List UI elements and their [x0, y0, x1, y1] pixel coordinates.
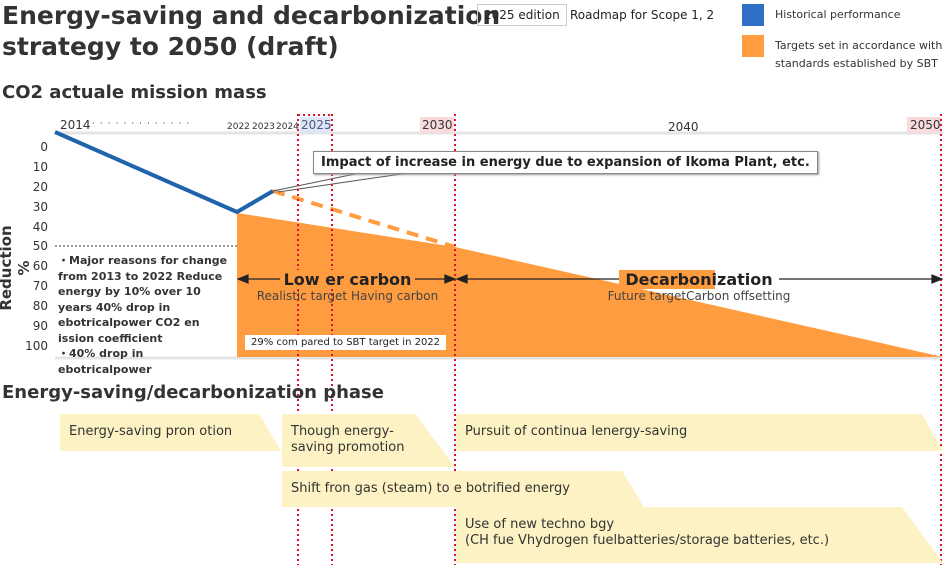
phase-arrows	[236, 274, 944, 284]
y-tick: 90	[32, 319, 48, 333]
phases-heading: Energy-saving/decarbonization phase	[2, 382, 384, 403]
legend-historical-label: Historical performance	[775, 8, 901, 21]
callout-leader	[272, 173, 356, 192]
x-label-2030: 2030	[422, 118, 453, 132]
label-bg-2030	[420, 117, 454, 133]
x-label-2024: 2024	[276, 122, 299, 132]
x-label-2050: 2050	[910, 118, 941, 132]
phase-decarbonization: Decarbonization Future targetCarbon offs…	[457, 270, 941, 303]
change-notes: ・Major reasons for change from 2013 to 2…	[58, 253, 238, 377]
callout-leader-2	[277, 172, 409, 193]
title-line-2: strategy to 2050 (draft)	[2, 32, 339, 61]
phase-box-continual: Pursuit of continua lenergy-saving	[456, 414, 943, 451]
phase-text: Shift fron gas (steam) to e botrified en…	[291, 481, 570, 496]
phase-title: Low er carbon	[279, 270, 416, 289]
note: ・Major reasons for change from 2013 to 2…	[58, 254, 228, 345]
historical-line	[54, 130, 275, 215]
y-tick: 10	[32, 160, 48, 174]
page-title: Energy-saving and decarbonization strate…	[2, 0, 500, 62]
y-tick: 20	[32, 180, 48, 194]
phase-text: Pursuit of continua lenergy-saving	[465, 424, 688, 439]
x-label-2040: 2040	[668, 120, 699, 134]
y-tick: 100	[25, 339, 48, 353]
y-tick: 0	[40, 140, 48, 154]
phase-lower-carbon: Low er carbon Realistic target Having ca…	[240, 270, 455, 303]
callout-ikoma: Impact of increase in energy due to expa…	[313, 151, 818, 174]
y-tick: 30	[32, 200, 48, 214]
note: ・40% drop in ebotricalpower	[58, 347, 152, 376]
label-bg-2025	[300, 117, 331, 133]
x-label-2023: 2023	[252, 122, 275, 132]
legend-targets-line2: standards established by SBT	[775, 57, 938, 70]
y-tick: 50	[32, 239, 48, 253]
y-tick: 70	[32, 279, 48, 293]
x-label-2022: 2022	[227, 122, 250, 132]
legend-historical-swatch	[742, 4, 764, 26]
edition-badge: 2025 edition	[477, 4, 567, 26]
phase-text: Energy-saving pron otion	[69, 424, 233, 439]
phase-text: Though energy- saving promotion	[291, 424, 405, 455]
target-area	[237, 213, 943, 357]
x-label-2025: 2025	[301, 118, 332, 132]
phase-subtitle: Future targetCarbon offsetting	[607, 289, 791, 303]
legend-targets-line1: Targets set in accordance with	[775, 39, 943, 52]
label-bg-2050	[907, 117, 941, 133]
y-tick: 60	[32, 259, 48, 273]
title-line-1: Energy-saving and decarbonization	[2, 1, 501, 30]
chart-heading: CO2 actuale mission mass	[2, 82, 267, 103]
sbt-note: 29% com pared to SBT target in 2022	[245, 335, 447, 350]
legend-targets-label: Targets set in accordance with standards…	[775, 37, 942, 73]
phase-title: Decarbonization	[619, 270, 779, 289]
projected-dashed-line	[272, 189, 456, 249]
phase-box-electrification: Shift fron gas (steam) to e botrified en…	[282, 471, 644, 507]
x-dots: ·············	[92, 119, 195, 129]
y-tick: 40	[32, 220, 48, 234]
legend-targets-swatch	[742, 35, 764, 57]
scope-label: Roadmap for Scope 1, 2	[570, 8, 715, 22]
y-tick: 80	[32, 299, 48, 313]
phase-box-new-technology: Use of new techno bgy (CH fue Vhydrogen …	[456, 507, 943, 563]
phase-box-thorough: Though energy- saving promotion	[282, 414, 455, 467]
x-label-2014: 2014	[60, 118, 91, 132]
phase-subtitle: Realistic target Having carbon	[256, 289, 439, 303]
phase-text: Use of new techno bgy (CH fue Vhydrogen …	[465, 517, 830, 548]
phase-box-energy-saving: Energy-saving pron otion	[60, 414, 281, 451]
